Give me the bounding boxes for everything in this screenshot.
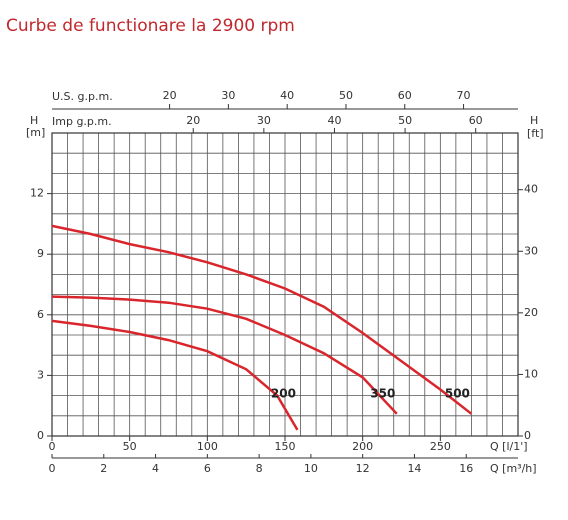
x3-tick-label: 20 xyxy=(163,89,177,102)
curve xyxy=(51,319,299,431)
y2-axis-unit: [ft] xyxy=(527,127,544,140)
top-axis-label: U.S. g.p.m. xyxy=(52,90,113,103)
y2-tick-label: 10 xyxy=(524,367,538,380)
y-tick-label: 9 xyxy=(37,247,44,260)
x2-tick-label: 6 xyxy=(204,462,211,475)
chart-title: Curbe de functionare la 2900 rpm xyxy=(6,16,295,36)
x3-tick-label: 70 xyxy=(457,89,471,102)
x-axis-label: Q [l/1'] xyxy=(490,440,528,453)
x2-tick-label: 8 xyxy=(256,462,263,475)
y-axis-label: H xyxy=(30,114,38,127)
y2-tick-label: 30 xyxy=(524,244,538,257)
curve-label: 500 xyxy=(445,387,470,401)
y-axis-unit: [m] xyxy=(26,126,45,139)
x4-tick-label: 30 xyxy=(257,114,271,127)
x4-tick-label: 20 xyxy=(186,114,200,127)
x2-tick-label: 0 xyxy=(49,462,56,475)
curve xyxy=(51,295,398,415)
x-tick-label: 200 xyxy=(352,440,373,453)
curve-label: 350 xyxy=(370,387,395,401)
x3-tick-label: 50 xyxy=(339,89,353,102)
curve-label: 200 xyxy=(271,387,296,401)
x4-tick-label: 50 xyxy=(398,114,412,127)
x2-tick-label: 10 xyxy=(304,462,318,475)
x2-axis-label: Q [m³/h] xyxy=(490,462,537,475)
y2-tick-label: 40 xyxy=(524,183,538,196)
x-tick-label: 0 xyxy=(49,440,56,453)
x4-tick-label: 60 xyxy=(469,114,483,127)
x-tick-label: 250 xyxy=(430,440,451,453)
y-tick-label: 3 xyxy=(37,368,44,381)
y2-tick-label: 0 xyxy=(524,429,531,442)
y-tick-label: 12 xyxy=(30,187,44,200)
y-tick-label: 6 xyxy=(37,308,44,321)
x2-tick-label: 14 xyxy=(407,462,421,475)
x4-tick-label: 40 xyxy=(327,114,341,127)
y2-axis-label: H xyxy=(530,114,538,127)
x-tick-label: 150 xyxy=(275,440,296,453)
x-tick-label: 50 xyxy=(123,440,137,453)
y2-tick-label: 20 xyxy=(524,306,538,319)
x3-tick-label: 30 xyxy=(221,89,235,102)
curve xyxy=(51,224,473,415)
x2-tick-label: 2 xyxy=(100,462,107,475)
y-tick-label: 0 xyxy=(37,429,44,442)
x-tick-label: 100 xyxy=(197,440,218,453)
x2-tick-label: 4 xyxy=(152,462,159,475)
x3-tick-label: 40 xyxy=(280,89,294,102)
x3-tick-label: 60 xyxy=(398,89,412,102)
x2-tick-label: 16 xyxy=(459,462,473,475)
x2-tick-label: 12 xyxy=(356,462,370,475)
top-axis-label: Imp g.p.m. xyxy=(52,115,112,128)
